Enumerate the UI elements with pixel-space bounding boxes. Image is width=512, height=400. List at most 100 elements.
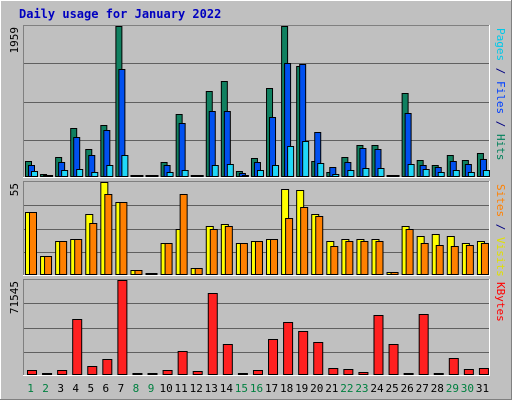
- bar-kbytes-day-2: [42, 373, 53, 375]
- bar-pages-day-30: [467, 172, 475, 177]
- bar-kbytes-day-30: [463, 369, 474, 375]
- bar-pages-day-2: [46, 175, 54, 177]
- x-axis-tick-labels: 1 2 3 4 5 6 7 8 9 10 11 12 13 14 15 16 17 18 19 20 21 22 23 24 2…: [27, 382, 489, 395]
- bar-kbytes-day-20: [313, 342, 324, 375]
- side-legend-part: /: [494, 114, 507, 134]
- bar-sites-day-16: [254, 241, 263, 275]
- bar-sites-day-30: [465, 245, 474, 275]
- bar-sites-day-17: [270, 239, 279, 275]
- bar-pages-day-8: [136, 175, 144, 177]
- bar-sites-day-23: [360, 241, 369, 275]
- bar-files-day-11: [178, 123, 186, 177]
- bar-kbytes-day-14: [222, 344, 233, 375]
- bar-kbytes-day-1: [27, 370, 37, 375]
- bar-kbytes-day-13: [207, 293, 218, 375]
- bar-kbytes-day-5: [87, 366, 98, 375]
- bar-sites-day-15: [239, 243, 248, 275]
- bar-pages-day-17: [272, 165, 280, 177]
- bar-kbytes-day-11: [177, 351, 188, 375]
- x-tick-label-16: 16: [250, 382, 263, 395]
- side-legend-part: KBytes: [494, 282, 507, 322]
- x-tick-label-21: 21: [325, 382, 338, 395]
- side-legend-part: Pages: [494, 28, 507, 61]
- bar-pages-day-10: [166, 172, 174, 177]
- bar-pages-day-16: [256, 170, 264, 177]
- x-tick-label-30: 30: [461, 382, 474, 395]
- x-tick-label-23: 23: [355, 382, 368, 395]
- bar-sites-day-13: [209, 229, 218, 275]
- x-tick-label-5: 5: [87, 382, 94, 395]
- x-tick-label-4: 4: [72, 382, 79, 395]
- bar-pages-day-6: [106, 165, 114, 177]
- bar-pages-day-18: [287, 146, 295, 177]
- bar-pages-day-1: [31, 171, 38, 177]
- x-tick-label-3: 3: [57, 382, 64, 395]
- bar-pages-day-27: [422, 169, 430, 177]
- side-legend-part: /: [494, 217, 507, 237]
- bar-kbytes-day-29: [448, 358, 459, 375]
- bar-pages-day-26: [407, 164, 415, 177]
- bar-sites-day-26: [405, 229, 414, 275]
- bar-sites-day-12: [194, 268, 203, 275]
- x-tick-label-20: 20: [310, 382, 323, 395]
- bar-sites-day-27: [420, 243, 429, 275]
- bar-pages-day-19: [302, 141, 310, 177]
- x-tick-label-19: 19: [295, 382, 308, 395]
- x-tick-label-27: 27: [416, 382, 429, 395]
- y-max-label: 1959: [8, 27, 21, 54]
- panel-plot-area: [23, 279, 490, 376]
- bar-kbytes-day-3: [57, 370, 68, 375]
- x-tick-label-7: 7: [118, 382, 125, 395]
- x-tick-label-8: 8: [133, 382, 140, 395]
- chart-panels: 1959 Pages / Files / Hits 55 Sites / Visits…: [8, 25, 507, 376]
- side-legend-part: /: [494, 61, 507, 81]
- bar-pages-day-9: [151, 175, 159, 177]
- x-tick-label-17: 17: [265, 382, 278, 395]
- bar-sites-day-1: [29, 212, 37, 275]
- y-max-label: 55: [8, 183, 21, 196]
- bar-kbytes-day-15: [237, 373, 248, 375]
- bar-pages-day-21: [332, 174, 340, 177]
- bar-kbytes-day-31: [478, 368, 489, 375]
- bar-kbytes-day-25: [388, 344, 399, 375]
- bar-pages-day-29: [452, 170, 460, 177]
- bar-sites-day-19: [300, 207, 309, 275]
- bar-sites-day-7: [119, 202, 128, 275]
- side-legend-part: Visits: [494, 237, 507, 277]
- bar-pages-day-20: [317, 163, 325, 177]
- bar-sites-day-6: [104, 194, 113, 275]
- side-legend: KBytes: [494, 282, 507, 322]
- bar-kbytes-day-8: [132, 373, 143, 375]
- bar-pages-day-28: [437, 172, 445, 177]
- bar-kbytes-day-6: [102, 359, 113, 375]
- bar-kbytes-day-28: [433, 373, 444, 375]
- side-legend-part: Files: [494, 81, 507, 114]
- bar-sites-day-4: [74, 239, 83, 275]
- bar-pages-day-12: [196, 175, 204, 177]
- bar-pages-day-25: [392, 175, 400, 177]
- x-tick-label-31: 31: [476, 382, 489, 395]
- bar-kbytes-day-23: [358, 372, 369, 375]
- bar-pages-day-23: [362, 168, 370, 177]
- bar-sites-day-31: [480, 243, 489, 275]
- x-tick-label-13: 13: [205, 382, 218, 395]
- bar-pages-day-7: [121, 155, 129, 177]
- bar-kbytes-day-21: [328, 368, 339, 375]
- bar-kbytes-day-12: [192, 371, 203, 375]
- bar-pages-day-24: [377, 168, 385, 177]
- panel-kbytes: 71545 KBytes: [8, 279, 507, 376]
- bar-pages-day-11: [181, 170, 189, 177]
- bar-kbytes-day-17: [268, 339, 279, 375]
- bar-kbytes-day-16: [252, 370, 263, 375]
- x-tick-label-6: 6: [103, 382, 110, 395]
- bar-pages-day-4: [76, 169, 84, 177]
- bar-kbytes-day-19: [298, 331, 309, 375]
- bar-sites-day-20: [315, 216, 324, 275]
- bar-kbytes-day-9: [147, 373, 158, 375]
- bar-sites-day-21: [330, 246, 339, 275]
- x-tick-label-9: 9: [148, 382, 155, 395]
- bar-sites-day-14: [224, 226, 233, 275]
- bar-pages-day-31: [482, 170, 490, 177]
- x-tick-label-2: 2: [42, 382, 49, 395]
- x-tick-label-11: 11: [175, 382, 188, 395]
